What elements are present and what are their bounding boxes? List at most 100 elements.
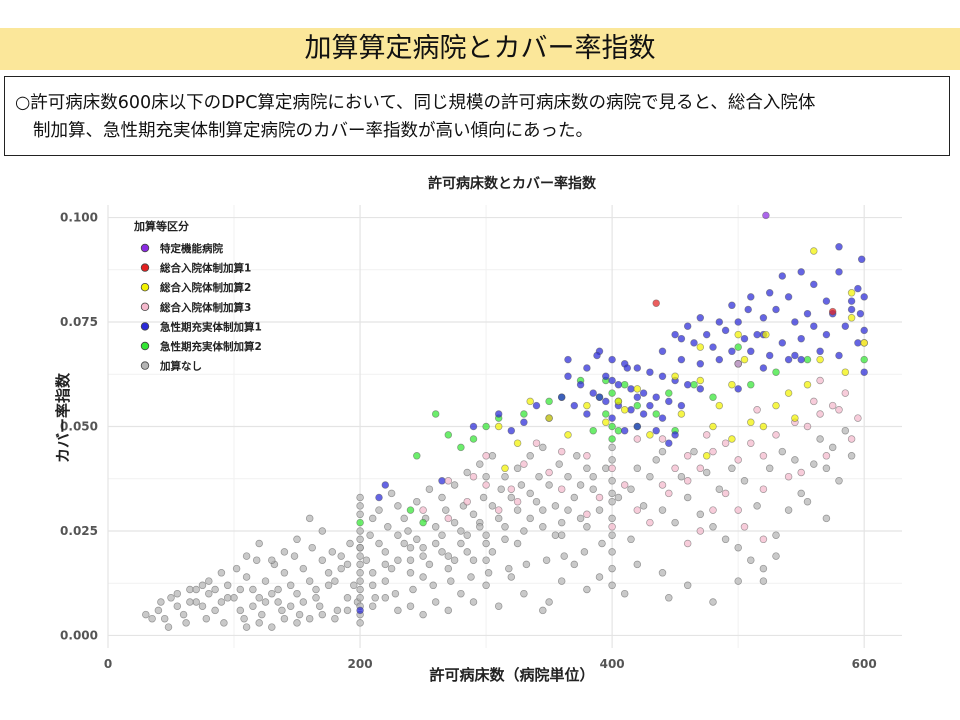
data-point: [753, 502, 761, 510]
data-point: [778, 339, 787, 347]
data-point: [835, 477, 843, 485]
data-point: [747, 556, 755, 564]
data-point: [343, 560, 352, 569]
data-point: [715, 485, 724, 493]
data-point: [671, 431, 679, 439]
data-point: [557, 393, 566, 401]
data-point: [747, 293, 755, 301]
data-point: [784, 355, 793, 364]
data-point: [501, 523, 509, 531]
data-point: [608, 389, 616, 397]
data-point: [721, 326, 730, 335]
data-point: [627, 485, 635, 493]
data-point: [318, 610, 327, 619]
data-point: [595, 506, 604, 514]
data-point: [425, 560, 434, 569]
data-point: [286, 602, 295, 610]
data-point: [507, 426, 516, 435]
data-point: [709, 598, 717, 606]
data-point: [658, 347, 667, 356]
data-point: [772, 431, 780, 439]
data-point: [202, 614, 211, 623]
data-point: [242, 552, 251, 560]
data-point: [608, 548, 616, 556]
data-point: [368, 581, 377, 590]
data-point: [784, 293, 793, 301]
data-point: [346, 539, 354, 548]
data-point: [255, 619, 263, 627]
data-point: [759, 485, 768, 493]
data-point: [463, 497, 471, 506]
data-point: [476, 523, 484, 531]
data-point: [362, 556, 371, 564]
data-point: [765, 289, 774, 297]
data-point: [646, 368, 654, 376]
data-point: [614, 397, 623, 406]
data-point: [841, 389, 850, 397]
data-point: [236, 585, 245, 594]
data-point: [639, 389, 648, 397]
data-point: [797, 355, 805, 364]
data-point: [318, 527, 327, 535]
data-point: [803, 380, 812, 389]
data-point: [583, 510, 591, 519]
data-point: [728, 301, 736, 310]
data-point: [576, 514, 585, 523]
x-tick-label: 200: [348, 657, 373, 671]
data-point: [602, 464, 610, 473]
data-point: [557, 447, 566, 456]
data-point: [394, 556, 402, 564]
data-point: [305, 614, 314, 623]
data-point: [419, 518, 427, 527]
data-point: [295, 610, 304, 619]
data-point: [658, 506, 667, 514]
data-point: [671, 330, 679, 339]
data-point: [230, 594, 238, 602]
data-point: [696, 464, 705, 473]
data-point: [835, 268, 843, 276]
data-point: [608, 477, 616, 485]
data-point: [589, 389, 597, 397]
data-point: [608, 514, 616, 523]
data-point: [431, 539, 440, 548]
data-point: [658, 569, 667, 577]
data-point: [400, 539, 408, 548]
data-point: [608, 581, 616, 590]
data-point: [280, 569, 289, 577]
data-point: [816, 435, 824, 443]
data-point: [539, 443, 547, 452]
data-point: [759, 422, 768, 431]
data-point: [305, 577, 314, 585]
data-point: [810, 460, 818, 468]
data-point: [747, 380, 755, 389]
data-point: [479, 493, 488, 502]
data-point: [747, 418, 755, 427]
data-point: [747, 439, 755, 447]
y-axis-label: カバー率指数: [54, 372, 72, 463]
data-point: [721, 439, 730, 447]
data-point: [646, 431, 654, 439]
data-point: [186, 585, 194, 594]
data-point: [646, 472, 654, 481]
data-point: [589, 472, 597, 481]
data-point: [438, 548, 446, 556]
data-point: [816, 376, 824, 385]
data-point: [696, 527, 705, 535]
data-point: [223, 581, 232, 590]
data-point: [192, 585, 200, 594]
data-point: [683, 322, 692, 330]
data-point: [740, 355, 749, 364]
data-point: [142, 610, 150, 619]
data-point: [315, 602, 324, 610]
data-point: [835, 351, 843, 360]
data-point: [217, 598, 226, 606]
data-point: [847, 297, 856, 305]
data-point: [583, 401, 591, 410]
data-point: [444, 431, 453, 439]
data-point: [384, 523, 392, 531]
data-point: [683, 380, 692, 389]
data-point: [274, 598, 282, 606]
data-point: [290, 552, 299, 560]
data-point: [387, 489, 396, 498]
data-point: [205, 577, 213, 585]
